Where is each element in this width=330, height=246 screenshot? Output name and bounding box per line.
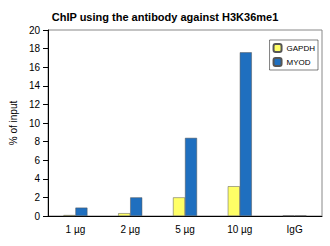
svg-text:IgG: IgG	[287, 224, 303, 235]
svg-text:8: 8	[34, 136, 40, 147]
svg-text:0: 0	[34, 211, 40, 222]
svg-text:6: 6	[34, 155, 40, 166]
svg-text:GAPDH: GAPDH	[287, 44, 316, 53]
svg-text:% of input: % of input	[8, 101, 19, 146]
svg-text:1 µg: 1 µg	[66, 224, 86, 235]
svg-text:2: 2	[34, 192, 40, 203]
svg-text:4: 4	[34, 173, 40, 184]
svg-text:18: 18	[29, 43, 41, 54]
svg-text:14: 14	[29, 80, 41, 91]
svg-text:2 µg: 2 µg	[120, 224, 140, 235]
svg-text:10 µg: 10 µg	[227, 224, 252, 235]
svg-text:16: 16	[29, 62, 41, 73]
svg-text:10: 10	[29, 118, 41, 129]
svg-text:5 µg: 5 µg	[175, 224, 195, 235]
svg-text:20: 20	[29, 25, 41, 36]
svg-text:ChIP using the antibody agains: ChIP using the antibody against H3K36me1	[52, 11, 279, 23]
svg-text:MYOD: MYOD	[287, 58, 311, 67]
svg-text:12: 12	[29, 99, 41, 110]
